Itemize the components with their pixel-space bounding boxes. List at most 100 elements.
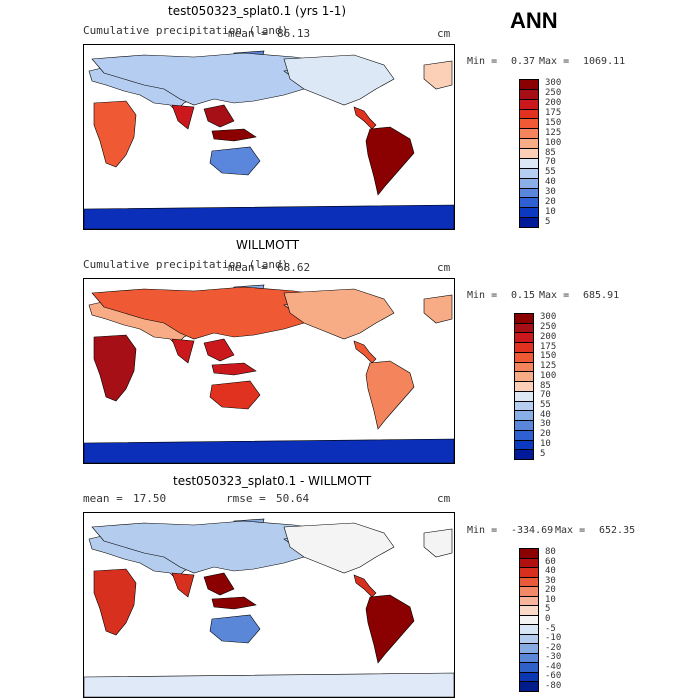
colorbar-tick-label: 30 (545, 575, 556, 586)
colorbar-tick-label: 125 (540, 361, 557, 372)
land-antarctica (84, 438, 454, 463)
land-central-america (353, 106, 377, 130)
colorbar-tick-label: 250 (545, 88, 562, 99)
colorbar-tick-label: -10 (545, 633, 562, 644)
panel1-left-label: Cumulative precipitation (land) (83, 24, 289, 37)
panel3-colorbar: 80 60 40 30 20 10 5 0 -5 -10 -20 -30 -40 -60 -80 (519, 547, 579, 692)
panel3-map-svg (84, 518, 454, 697)
panel3-min-value: -334.69 (511, 525, 554, 536)
land-europe-west (423, 528, 453, 558)
land-southeast-asia (203, 572, 235, 596)
panel3-map (83, 512, 455, 698)
colorbar-tick-label: 0 (545, 614, 551, 624)
panel1-max-value: 1069.11 (583, 56, 626, 67)
colorbar-tick-label: 300 (540, 312, 557, 323)
colorbar-tick-label: 150 (540, 351, 557, 362)
colorbar-swatch (519, 681, 539, 692)
colorbar-tick-label: 20 (540, 429, 551, 440)
panel1-max-label: Max = (539, 56, 570, 67)
panel1-map (83, 44, 455, 230)
land-india (171, 104, 195, 130)
land-eurasia (91, 52, 340, 106)
panel2-unit: cm (437, 261, 451, 274)
land-indonesia (211, 128, 257, 142)
panel2-map-svg (84, 284, 454, 463)
colorbar-tick-label: -5 (545, 623, 556, 634)
colorbar-tick-label: 40 (540, 409, 551, 420)
colorbar-tick-label: 70 (545, 157, 556, 168)
colorbar-tick-label: -60 (545, 671, 562, 682)
panel1-colorbar: 300 250 200 175 150 125 100 85 70 55 40 30 20 10 5 (519, 78, 579, 228)
panel2-min-label: Min = (467, 290, 498, 301)
panel2-left-label: Cumulative precipitation (land) (83, 258, 289, 271)
land-north-america-east (283, 522, 395, 574)
panel3-mean-value: 17.50 (133, 492, 167, 505)
colorbar-tick-label: 250 (540, 322, 557, 333)
colorbar-tick-label: 40 (545, 177, 556, 188)
colorbar-tick-label: 70 (540, 390, 551, 401)
land-central-america (353, 574, 377, 598)
land-australia (209, 614, 261, 644)
land-australia (209, 380, 261, 410)
colorbar-tick-label: 40 (545, 566, 556, 577)
panel2-max-value: 685.91 (583, 290, 620, 301)
panel3-mean-label: mean = (83, 492, 123, 505)
land-south-america (365, 594, 415, 664)
panel2-title: WILLMOTT (236, 238, 300, 252)
colorbar-tick-label: -20 (545, 642, 562, 653)
colorbar-tick-label: 55 (540, 399, 551, 410)
panel2-min-value: 0.15 (511, 290, 536, 301)
season-label: ANN (510, 8, 558, 33)
colorbar-tick-label: 80 (545, 547, 556, 558)
land-southeast-asia (203, 104, 235, 128)
colorbar-tick-label: 150 (545, 117, 562, 128)
panel2-max-label: Max = (539, 290, 570, 301)
panel1-map-svg (84, 50, 454, 229)
panel2-stat-label: mean = (228, 261, 268, 274)
colorbar-tick-label: 55 (545, 167, 556, 178)
land-north-america-east (283, 288, 395, 340)
panel3-unit: cm (437, 492, 451, 505)
colorbar-tick-label: 10 (545, 206, 556, 217)
land-southeast-asia (203, 338, 235, 362)
colorbar-tick-label: 125 (545, 127, 562, 138)
land-eurasia (91, 520, 340, 574)
colorbar-tick-label: -40 (545, 661, 562, 672)
land-central-america (353, 340, 377, 364)
land-europe-west (423, 294, 453, 324)
panel1-min-value: 0.37 (511, 56, 536, 67)
panel1-unit: cm (437, 27, 451, 40)
colorbar-tick-label: 85 (545, 147, 556, 158)
colorbar-tick-label: 60 (545, 556, 556, 567)
colorbar-tick-label: 100 (540, 370, 557, 381)
colorbar-tick-label: 20 (545, 196, 556, 207)
colorbar-tick-label: -80 (545, 680, 562, 691)
land-south-america (365, 126, 415, 196)
panel2-colorbar: 300 250 200 175 150 125 100 85 70 55 40 30 20 10 5 (514, 312, 574, 460)
colorbar-tick-label: 200 (540, 331, 557, 342)
colorbar-swatch (519, 217, 539, 228)
colorbar-tick-label: 300 (545, 78, 562, 89)
land-europe-west (423, 60, 453, 90)
panel1-stat-label: mean = (228, 27, 268, 40)
colorbar-swatch (514, 449, 534, 460)
panel2-map (83, 278, 455, 464)
colorbar-tick-label: 100 (545, 137, 562, 148)
panel3-max-label: Max = (555, 525, 586, 536)
colorbar-tick-label: 85 (540, 380, 551, 391)
colorbar-tick-label: 30 (545, 186, 556, 197)
colorbar-tick-label: 20 (545, 585, 556, 596)
land-eurasia (91, 286, 340, 340)
panel3-title: test050323_splat0.1 - WILLMOTT (173, 474, 372, 488)
land-africa (93, 334, 137, 402)
panel3-max-value: 652.35 (599, 525, 636, 536)
colorbar-tick-label: 175 (545, 108, 562, 119)
colorbar-tick-label: 5 (540, 448, 546, 459)
land-antarctica (84, 204, 454, 229)
panel1-min-label: Min = (467, 56, 498, 67)
land-africa (93, 100, 137, 168)
colorbar-tick-label: 175 (540, 341, 557, 352)
land-north-america-east (283, 54, 395, 106)
land-india (171, 572, 195, 598)
land-australia (209, 146, 261, 176)
